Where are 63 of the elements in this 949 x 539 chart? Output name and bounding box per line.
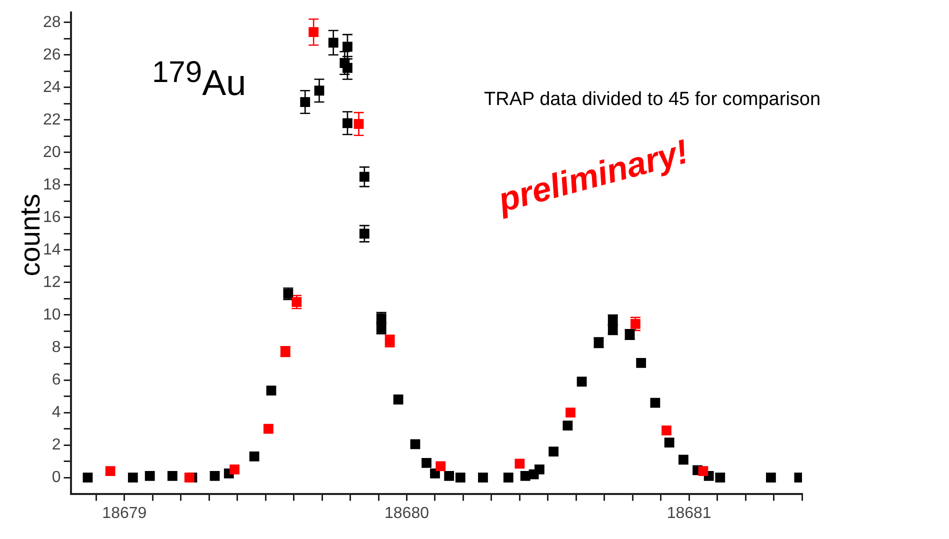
point — [128, 472, 138, 482]
point — [410, 439, 420, 450]
point — [422, 458, 432, 468]
x-tick-label: 18679 — [102, 504, 147, 522]
y-tick-label: 28 — [43, 14, 61, 31]
point — [144, 470, 155, 481]
annotation: TRAP data divided to 45 for comparison — [484, 89, 821, 110]
point — [230, 464, 240, 474]
point — [354, 119, 364, 129]
y-tick-label: 8 — [52, 338, 61, 356]
point — [436, 461, 446, 472]
y-tick-label: 0 — [52, 468, 61, 486]
point — [444, 470, 454, 481]
point — [514, 458, 525, 469]
point — [576, 376, 587, 387]
point — [393, 394, 404, 404]
point — [359, 172, 370, 182]
y-tick-label: 22 — [43, 111, 61, 128]
y-tick-label: 12 — [43, 274, 61, 291]
point — [766, 472, 776, 482]
y-tick-label: 20 — [43, 144, 61, 161]
y-tick-label: 24 — [43, 78, 61, 96]
point — [184, 472, 194, 482]
point — [455, 472, 466, 482]
point — [478, 472, 488, 482]
point — [308, 27, 319, 38]
y-axis-title: counts — [14, 194, 45, 276]
point — [328, 38, 338, 48]
point — [678, 454, 688, 465]
annotation: $^{179}$Au — [152, 56, 246, 103]
point — [210, 470, 220, 481]
point — [534, 464, 544, 474]
y-tick-label: 4 — [52, 404, 61, 421]
x-tick-label: 18680 — [384, 504, 430, 522]
y-tick-label: 16 — [43, 208, 61, 226]
point — [342, 42, 352, 52]
point — [636, 358, 646, 368]
point — [314, 86, 324, 96]
point — [342, 62, 352, 73]
y-tick-label: 18 — [43, 176, 61, 194]
y-tick-label: 26 — [43, 46, 61, 64]
point — [105, 466, 116, 476]
point — [249, 451, 260, 462]
point — [662, 425, 672, 436]
point — [562, 420, 573, 430]
point — [266, 386, 276, 396]
y-tick-label: 6 — [52, 371, 61, 388]
point — [548, 446, 559, 456]
point — [715, 472, 726, 482]
y-tick-label: 10 — [43, 306, 61, 324]
point — [503, 472, 514, 482]
point — [664, 438, 674, 448]
point — [263, 424, 274, 434]
x-tick-label: 18681 — [666, 504, 712, 522]
y-tick-label: 14 — [43, 241, 61, 258]
point — [566, 408, 576, 418]
point — [342, 118, 352, 128]
point — [82, 472, 93, 482]
point — [300, 97, 310, 107]
y-tick-label: 2 — [52, 436, 61, 454]
point — [698, 466, 708, 476]
point — [650, 398, 660, 408]
point — [167, 470, 178, 481]
